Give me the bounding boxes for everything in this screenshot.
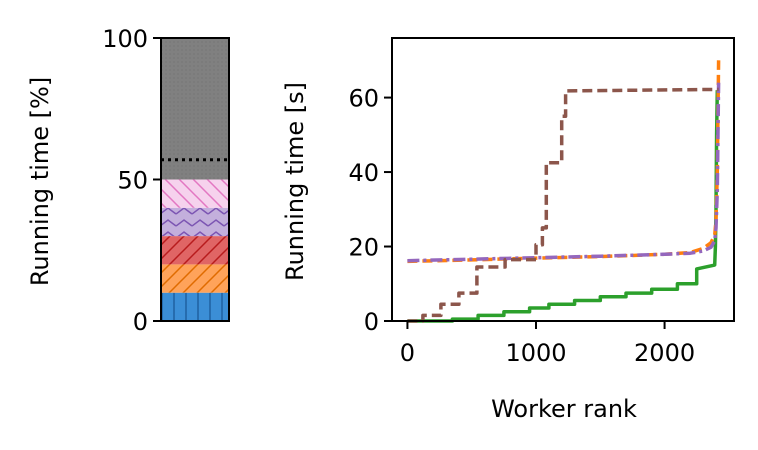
y-tick-label: 20 [348,234,379,262]
y-tick-label: 50 [117,167,148,195]
bar-segment-2 [161,264,229,293]
x-axis-label: Worker rank [491,395,637,423]
bar-segment-6 [161,38,229,180]
stacked-bar-chart: 0 50 100 Running time [%] [26,25,230,336]
line-chart: 0 1000 2000 0 20 40 60 Worker rank Running time … [281,37,735,423]
x-tick-label: 0 [400,339,415,367]
y-tick-label: 60 [348,85,379,113]
y-tick-label: 100 [102,25,148,53]
bar-segment-4 [161,207,229,237]
series-line-4 [407,87,719,323]
bar-segment-3 [161,236,229,265]
series-line-2 [407,60,721,264]
y-tick-label: 0 [133,308,148,336]
series-line-1 [407,90,720,323]
y-axis-label: Running time [s] [281,82,309,281]
bar-segment-5 [161,179,229,208]
plot-frame [391,37,735,322]
bar-segment-1 [161,292,229,321]
x-tick-label: 2000 [634,339,695,367]
x-tick-label: 1000 [505,339,566,367]
y-tick-label: 0 [364,308,379,336]
y-tick-label: 40 [348,159,379,187]
series-line-3 [407,82,721,263]
y-axis-label: Running time [%] [26,77,54,286]
